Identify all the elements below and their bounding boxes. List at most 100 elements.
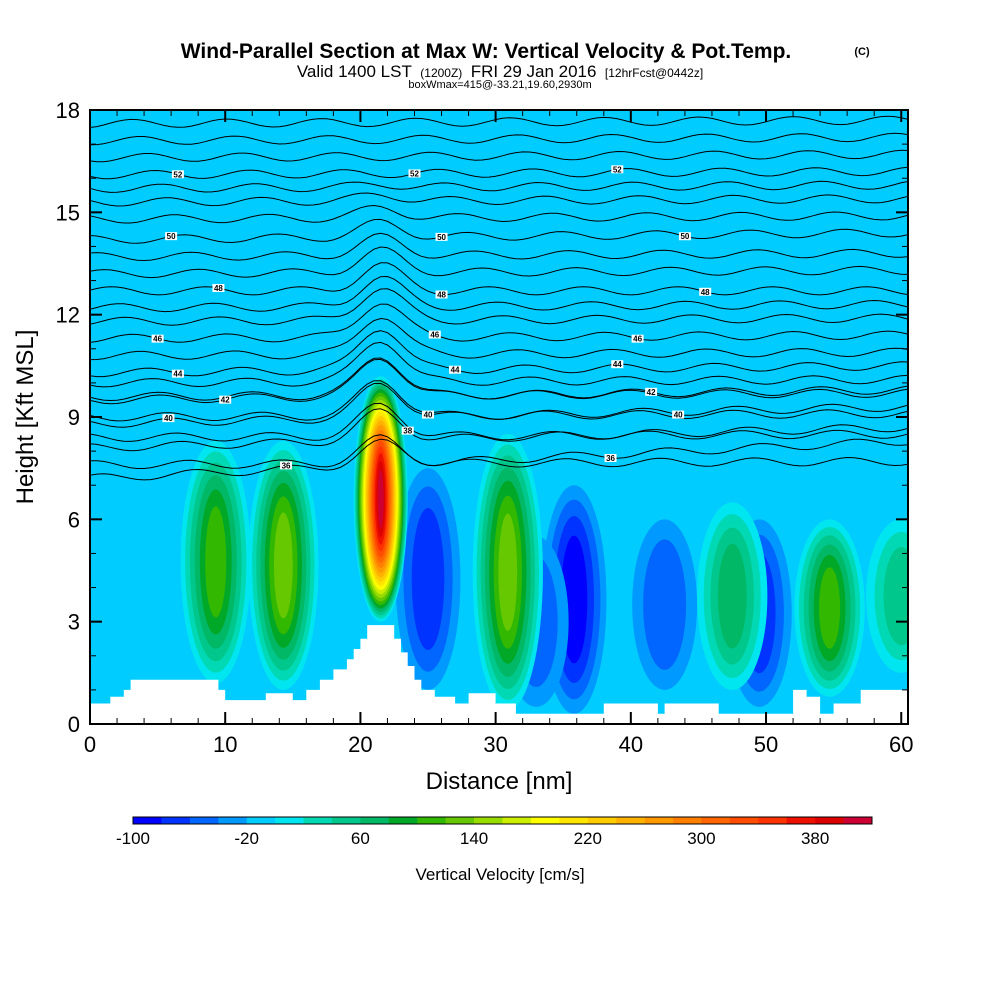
theta-contour-label: 40 bbox=[672, 410, 685, 420]
updraft-cell-2-level bbox=[377, 469, 384, 529]
terrain bbox=[90, 625, 908, 724]
theta-contour-label: 36 bbox=[604, 453, 617, 463]
x-tick-label: 0 bbox=[84, 732, 96, 757]
theta-contour-label: 50 bbox=[678, 232, 691, 241]
theta-contour-label: 38 bbox=[401, 426, 414, 436]
theta-contour-44 bbox=[90, 330, 908, 378]
y-tick-label: 0 bbox=[68, 712, 80, 737]
colorbar-swatch bbox=[246, 817, 276, 824]
downdraft-cell-0 bbox=[395, 468, 461, 690]
colorbar-tick-label: 60 bbox=[351, 829, 370, 848]
colorbar-swatch bbox=[644, 817, 674, 824]
theta-contour-label: 42 bbox=[219, 395, 232, 405]
updraft-cell-5-level bbox=[819, 567, 841, 649]
colorbar-swatch bbox=[758, 817, 788, 824]
copyright-mark: (C) bbox=[854, 46, 870, 58]
x-tick-label: 30 bbox=[483, 732, 507, 757]
svg-text:52: 52 bbox=[173, 170, 182, 179]
theta-contour-line bbox=[90, 115, 908, 128]
colorbar-swatch bbox=[616, 817, 645, 824]
theta-contour-line bbox=[90, 149, 908, 163]
svg-text:42: 42 bbox=[221, 396, 230, 405]
downdraft-cell-0-level bbox=[411, 508, 445, 650]
colorbar-swatch bbox=[815, 817, 844, 824]
colorbar-swatch bbox=[388, 817, 418, 824]
colorbar-swatch bbox=[275, 817, 304, 824]
svg-text:48: 48 bbox=[701, 288, 710, 297]
colorbar-swatch bbox=[502, 817, 532, 824]
updraft-cell-0 bbox=[180, 440, 251, 684]
theta-contour-50 bbox=[90, 218, 908, 244]
theta-contour-label: 40 bbox=[162, 414, 175, 423]
theta-contour-48 bbox=[90, 262, 908, 296]
svg-text:52: 52 bbox=[613, 165, 622, 174]
colorbar-swatch bbox=[530, 817, 560, 824]
svg-text:40: 40 bbox=[164, 414, 173, 423]
theta-contour-label: 46 bbox=[428, 330, 441, 340]
svg-text:46: 46 bbox=[153, 335, 162, 344]
updraft-cell-4 bbox=[697, 502, 768, 690]
theta-contour-label: 46 bbox=[151, 334, 164, 344]
theta-contour-line bbox=[90, 275, 908, 313]
svg-text:38: 38 bbox=[403, 427, 412, 436]
chart-title: Wind-Parallel Section at Max W: Vertical… bbox=[181, 40, 792, 63]
colorbar-swatch bbox=[161, 817, 191, 824]
colorbar-tick-label: 220 bbox=[574, 829, 602, 848]
theta-contour-52 bbox=[90, 166, 908, 180]
colorbar-swatch bbox=[331, 817, 361, 824]
colorbar-swatch bbox=[587, 817, 617, 824]
svg-text:36: 36 bbox=[282, 461, 291, 470]
theta-contour-line bbox=[90, 132, 908, 146]
downdraft-cell-4 bbox=[632, 519, 698, 690]
updraft-cell-1 bbox=[248, 440, 319, 690]
svg-text:48: 48 bbox=[214, 284, 223, 293]
updraft-cell-0-level bbox=[205, 506, 227, 618]
downdraft-cell-4-level bbox=[643, 539, 687, 670]
svg-text:40: 40 bbox=[424, 411, 433, 420]
colorbar-swatch bbox=[701, 817, 731, 824]
svg-text:44: 44 bbox=[613, 360, 622, 369]
theta-contour-line bbox=[90, 192, 908, 207]
theta-contour-line bbox=[90, 434, 908, 469]
chart-subtitle-box: boxWmax=415@-33.21,19.60,2930m bbox=[408, 79, 591, 91]
colorbar-swatch bbox=[133, 817, 162, 824]
theta-contour-label: 48 bbox=[212, 284, 225, 293]
theta-contour-label: 52 bbox=[171, 170, 184, 179]
theta-contour-label: 36 bbox=[280, 461, 293, 470]
colorbar-swatch bbox=[843, 817, 873, 824]
svg-text:50: 50 bbox=[167, 232, 176, 241]
x-tick-label: 40 bbox=[619, 732, 643, 757]
svg-text:44: 44 bbox=[173, 370, 182, 379]
updraft-cell-3-level bbox=[498, 513, 518, 631]
colorbar-tick-label: -20 bbox=[234, 829, 259, 848]
svg-text:52: 52 bbox=[410, 169, 419, 178]
colorbar-frame bbox=[132, 816, 873, 825]
updraft-cell-4-level bbox=[717, 543, 747, 649]
theta-contour-label: 40 bbox=[422, 410, 435, 420]
updraft-cell-6 bbox=[866, 519, 908, 673]
svg-text:40: 40 bbox=[674, 411, 683, 420]
theta-contour-38 bbox=[90, 408, 908, 452]
x-tick-label: 10 bbox=[213, 732, 237, 757]
svg-text:42: 42 bbox=[647, 388, 656, 397]
colorbar-swatch bbox=[559, 817, 589, 824]
colorbar: -100 -20 60 140 220 300 380 bbox=[116, 816, 873, 848]
colorbar-tick-label: 140 bbox=[460, 829, 488, 848]
colorbar-swatch bbox=[303, 817, 333, 824]
theta-contour-36 bbox=[90, 438, 908, 481]
colorbar-tick-label: 380 bbox=[801, 829, 829, 848]
svg-text:46: 46 bbox=[633, 335, 642, 344]
y-tick-label: 18 bbox=[56, 98, 80, 123]
svg-text:44: 44 bbox=[451, 366, 460, 375]
colorbar-swatch bbox=[729, 817, 759, 824]
chart-subtitle: Valid 1400 LST (1200Z) FRI 29 Jan 2016 [… bbox=[297, 62, 703, 81]
y-axis-label: Height [Kft MSL] bbox=[12, 330, 39, 505]
updraft-cell-1-level bbox=[273, 512, 293, 619]
theta-contour-label: 50 bbox=[435, 232, 448, 242]
x-tick-label: 20 bbox=[348, 732, 372, 757]
theta-contour-line bbox=[90, 288, 908, 326]
theta-contour-line bbox=[90, 180, 908, 193]
theta-contour-label: 52 bbox=[408, 169, 421, 178]
